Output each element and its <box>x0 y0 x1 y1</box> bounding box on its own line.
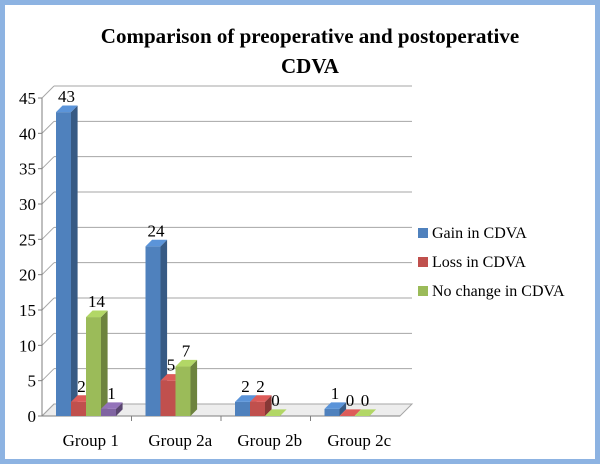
bar-top <box>324 402 347 409</box>
bar-side <box>190 359 198 416</box>
bar <box>86 317 101 416</box>
x-tick-label: Group 2a <box>148 431 212 450</box>
bar <box>160 380 176 416</box>
back-wall <box>54 86 412 404</box>
data-label: 0 <box>361 391 370 410</box>
bar-top <box>145 239 168 247</box>
gridline-side <box>41 297 55 311</box>
y-tick-label: 30 <box>19 195 36 214</box>
gridline-side <box>41 85 55 99</box>
data-label: 0 <box>346 391 355 410</box>
bar-top <box>235 395 257 402</box>
data-label: 2 <box>77 377 86 396</box>
bar-side <box>339 402 347 416</box>
gridline-side <box>41 156 55 170</box>
data-label: 14 <box>88 292 106 311</box>
data-label: 1 <box>331 384 340 403</box>
bar-side <box>265 395 272 416</box>
bar-top <box>56 105 78 113</box>
gridline-side <box>41 226 55 240</box>
bar-top <box>101 402 123 409</box>
bar-top <box>250 395 272 402</box>
chart-title: Comparison of preoperative and postopera… <box>65 21 555 81</box>
gridline-side <box>41 368 55 382</box>
y-tick-label: 45 <box>19 89 36 108</box>
bar <box>101 408 116 416</box>
y-tick-label: 15 <box>19 301 36 320</box>
legend-swatch <box>418 228 428 238</box>
y-tick-label: 35 <box>19 160 36 179</box>
data-label: 24 <box>148 221 166 240</box>
gridline-side <box>41 262 55 276</box>
y-tick-label: 40 <box>19 124 36 143</box>
bar <box>56 112 71 416</box>
bar-top <box>265 409 287 416</box>
bar-side <box>116 402 123 416</box>
gridline-side <box>41 403 55 417</box>
data-label: 7 <box>182 342 191 361</box>
chart-title-line-1: Comparison of preoperative and postopera… <box>100 24 520 48</box>
bars <box>56 105 377 417</box>
gridline-side <box>41 191 55 205</box>
bar-top <box>86 310 108 318</box>
chart-title-line-2: CDVA <box>281 54 339 78</box>
y-tick-label: 10 <box>19 336 36 355</box>
x-tick-label: Group 2c <box>327 431 391 450</box>
legend-label: Loss in CDVA <box>432 254 526 271</box>
x-tick-label: Group 1 <box>63 431 119 450</box>
legend-label: No change in CDVA <box>432 283 565 300</box>
bar <box>235 401 250 416</box>
data-label: 43 <box>58 87 75 106</box>
bar <box>175 366 191 416</box>
bar-top <box>175 359 198 367</box>
bar <box>324 408 340 416</box>
gridline-side <box>41 332 55 346</box>
bar-side <box>101 310 108 416</box>
data-label: 2 <box>256 377 265 396</box>
x-tick-label: Group 2b <box>237 431 302 450</box>
data-label: 2 <box>241 377 250 396</box>
legend-swatch <box>418 286 428 296</box>
gridlines <box>41 85 412 417</box>
bar-top <box>339 409 362 416</box>
bar-top <box>354 409 377 416</box>
data-label: 1 <box>107 384 116 403</box>
bar-side <box>71 105 78 417</box>
bar-side <box>160 239 168 416</box>
data-label: 5 <box>167 356 176 375</box>
y-tick-label: 5 <box>28 372 37 391</box>
legend-swatch <box>418 257 428 267</box>
y-tick-label: 0 <box>28 407 37 426</box>
y-tick-label: 20 <box>19 266 36 285</box>
bar <box>71 401 86 416</box>
data-label: 0 <box>271 391 280 410</box>
legend-label: Gain in CDVA <box>432 225 527 242</box>
bar <box>250 401 265 416</box>
gridline-side <box>41 120 55 134</box>
bar <box>145 246 161 416</box>
y-tick-label: 25 <box>19 230 36 249</box>
legend: Gain in CDVA Loss in CDVA No change in CDV… <box>418 225 565 300</box>
